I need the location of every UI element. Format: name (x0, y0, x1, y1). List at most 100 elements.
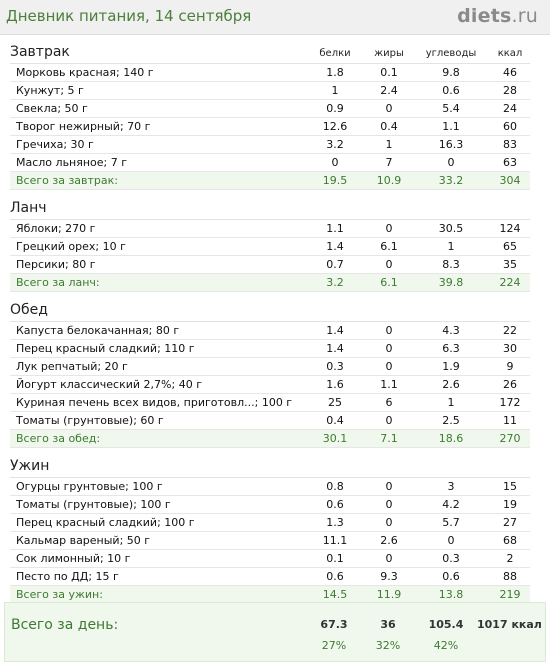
food-fat: 0 (385, 222, 393, 235)
food-row[interactable]: Томаты (грунтовые); 100 г 0.6 0 4.2 19 (10, 496, 530, 514)
food-fat: 0 (385, 102, 393, 115)
food-name: Лук репчатый; 20 г (16, 360, 128, 373)
food-fat: 0 (385, 552, 393, 565)
meal-section: Обед Капуста белокачанная; 80 г 1.4 0 4.3 22 П… (10, 300, 530, 448)
food-name: Персики; 80 г (16, 258, 96, 271)
food-protein: 0 (331, 156, 339, 169)
food-name: Творог нежирный; 70 г (16, 120, 151, 133)
food-name: Гречиха; 30 г (16, 138, 94, 151)
food-name: Капуста белокачанная; 80 г (16, 324, 180, 337)
site-logo[interactable]: diets.ru (457, 5, 538, 27)
day-total-carbs: 105.4 (428, 618, 464, 631)
food-fat: 0 (385, 480, 393, 493)
diary-content: Завтрак белки жиры углеводы ккал Морковь крас… (0, 42, 550, 612)
food-kcal: 24 (503, 102, 517, 115)
food-row[interactable]: Грецкий орех; 10 г 1.4 6.1 1 65 (10, 238, 530, 256)
food-kcal: 83 (503, 138, 517, 151)
food-name: Песто по ДД; 15 г (16, 570, 119, 583)
meal-total-label: Всего за ужин: (16, 588, 103, 601)
food-row[interactable]: Морковь красная; 140 г 1.8 0.1 9.8 46 (10, 64, 530, 82)
food-protein: 0.7 (326, 258, 344, 271)
food-protein: 0.6 (326, 498, 344, 511)
food-kcal: 2 (506, 552, 514, 565)
food-kcal: 11 (503, 414, 517, 427)
food-kcal: 27 (503, 516, 517, 529)
food-fat: 0.1 (380, 66, 398, 79)
food-carbs: 0 (447, 534, 455, 547)
food-carbs: 1 (447, 240, 455, 253)
food-protein: 1.4 (326, 342, 344, 355)
total-fat: 11.9 (376, 588, 402, 601)
food-row[interactable]: Лук репчатый; 20 г 0.3 0 1.9 9 (10, 358, 530, 376)
food-protein: 0.6 (326, 570, 344, 583)
food-fat: 7 (385, 156, 393, 169)
food-fat: 0 (385, 516, 393, 529)
meal-header: Завтрак белки жиры углеводы ккал (10, 42, 530, 64)
meal-total-label: Всего за завтрак: (16, 174, 119, 187)
food-row[interactable]: Гречиха; 30 г 3.2 1 16.3 83 (10, 136, 530, 154)
food-protein: 0.8 (326, 480, 344, 493)
food-carbs: 1 (447, 396, 455, 409)
food-row[interactable]: Перец красный сладкий; 100 г 1.3 0 5.7 27 (10, 514, 530, 532)
food-row[interactable]: Томаты (грунтовые); 60 г 0.4 0 2.5 11 (10, 412, 530, 430)
food-row[interactable]: Свекла; 50 г 0.9 0 5.4 24 (10, 100, 530, 118)
food-protein: 1.8 (326, 66, 344, 79)
day-carbs-percent: 42% (433, 639, 459, 652)
total-kcal: 304 (499, 174, 521, 187)
food-name: Перец красный сладкий; 100 г (16, 516, 195, 529)
logo-tld: .ru (511, 5, 538, 27)
food-carbs: 30.5 (438, 222, 464, 235)
food-fat: 9.3 (380, 570, 398, 583)
total-fat: 7.1 (380, 432, 398, 445)
food-row[interactable]: Масло льняное; 7 г 0 7 0 63 (10, 154, 530, 172)
page-title: Дневник питания, 14 сентября (6, 7, 252, 25)
food-kcal: 63 (503, 156, 517, 169)
food-row[interactable]: Кунжут; 5 г 1 2.4 0.6 28 (10, 82, 530, 100)
food-protein: 25 (328, 396, 342, 409)
food-protein: 1.6 (326, 378, 344, 391)
food-row[interactable]: Капуста белокачанная; 80 г 1.4 0 4.3 22 (10, 322, 530, 340)
day-fat-percent: 32% (375, 639, 401, 652)
total-kcal: 224 (499, 276, 521, 289)
food-fat: 0 (385, 324, 393, 337)
column-header-protein: белки (319, 48, 351, 59)
food-row[interactable]: Песто по ДД; 15 г 0.6 9.3 0.6 88 (10, 568, 530, 586)
food-row[interactable]: Творог нежирный; 70 г 12.6 0.4 1.1 60 (10, 118, 530, 136)
total-protein: 3.2 (326, 276, 344, 289)
food-row[interactable]: Яблоки; 270 г 1.1 0 30.5 124 (10, 220, 530, 238)
day-total-kcal: 1017 ккал (477, 618, 542, 631)
meal-section: Ужин Огурцы грунтовые; 100 г 0.8 0 3 15 Томаты… (10, 456, 530, 604)
food-kcal: 68 (503, 534, 517, 547)
meal-total-row: Всего за обед: 30.1 7.1 18.6 270 (10, 430, 530, 448)
food-row[interactable]: Перец красный сладкий; 110 г 1.4 0 6.3 30 (10, 340, 530, 358)
meal-total-label: Всего за ланч: (16, 276, 100, 289)
food-row[interactable]: Персики; 80 г 0.7 0 8.3 35 (10, 256, 530, 274)
total-carbs: 39.8 (438, 276, 464, 289)
food-row[interactable]: Огурцы грунтовые; 100 г 0.8 0 3 15 (10, 478, 530, 496)
total-kcal: 270 (499, 432, 521, 445)
total-fat: 10.9 (376, 174, 402, 187)
day-total-label: Всего за день: (11, 617, 119, 633)
food-carbs: 0 (447, 156, 455, 169)
food-protein: 1.3 (326, 516, 344, 529)
food-fat: 0 (385, 414, 393, 427)
food-row[interactable]: Йогурт классический 2,7%; 40 г 1.6 1.1 2.6 2… (10, 376, 530, 394)
food-row[interactable]: Куриная печень всех видов, приготовл...;… (10, 394, 530, 412)
food-kcal: 124 (499, 222, 521, 235)
food-protein: 0.4 (326, 414, 344, 427)
food-protein: 1 (331, 84, 339, 97)
food-name: Кальмар вареный; 50 г (16, 534, 151, 547)
food-carbs: 8.3 (442, 258, 460, 271)
food-carbs: 0.6 (442, 84, 460, 97)
meal-name: Обед (10, 302, 48, 318)
food-kcal: 35 (503, 258, 517, 271)
food-protein: 0.9 (326, 102, 344, 115)
food-row[interactable]: Сок лимонный; 10 г 0.1 0 0.3 2 (10, 550, 530, 568)
food-row[interactable]: Кальмар вареный; 50 г 11.1 2.6 0 68 (10, 532, 530, 550)
food-fat: 1.1 (380, 378, 398, 391)
total-protein: 14.5 (322, 588, 348, 601)
food-carbs: 5.7 (442, 516, 460, 529)
food-kcal: 22 (503, 324, 517, 337)
food-carbs: 4.3 (442, 324, 460, 337)
total-kcal: 219 (499, 588, 521, 601)
